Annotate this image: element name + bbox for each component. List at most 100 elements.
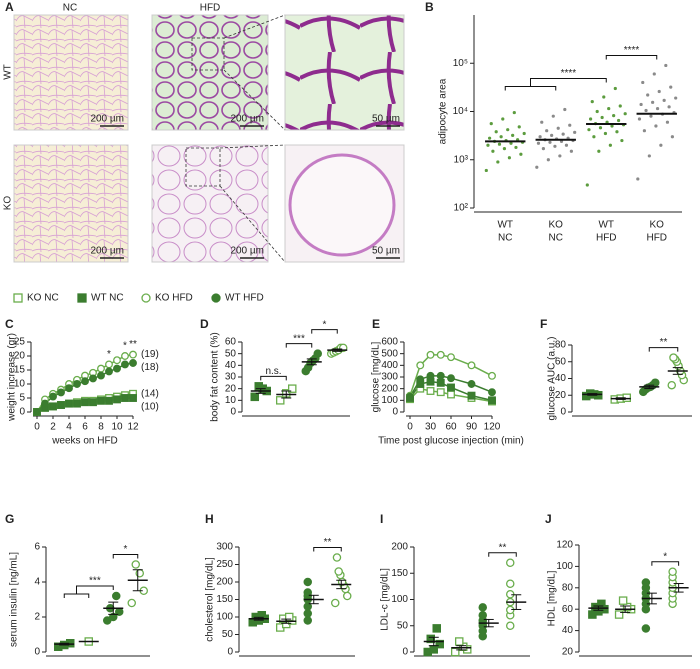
y-axis-label: glucose [mg/dL]: [371, 341, 382, 412]
marker-square: [447, 390, 455, 399]
marker-circle: [426, 350, 435, 359]
significance-bracket: [285, 343, 313, 348]
y-axis-label: HDL [mg/dL]: [547, 570, 558, 626]
marker-circle: [505, 621, 515, 631]
marker-circle: [665, 120, 670, 124]
marker-square: [113, 395, 121, 404]
marker-square: [447, 383, 455, 392]
significance-bracket: [112, 554, 139, 559]
marker-circle: [313, 349, 322, 358]
marker-circle: [342, 591, 352, 601]
marker-circle: [467, 380, 476, 388]
y-tick-label: 100: [381, 395, 398, 406]
marker-circle: [541, 147, 545, 151]
x-tick-label: KO: [549, 220, 564, 231]
y-tick-label: 0: [402, 647, 408, 658]
x-tick-label: 90: [466, 422, 478, 433]
column-label: NC: [63, 3, 77, 14]
x-tick-label: 10: [111, 422, 123, 433]
marker-circle: [426, 371, 435, 380]
marker-circle: [105, 360, 113, 369]
y-axis-label: serum insulin [ng/mL]: [9, 552, 20, 647]
marker-circle: [667, 105, 671, 109]
scale-bar-label: 200 µm: [230, 114, 264, 125]
y-tick-label: 40: [225, 360, 237, 371]
marker-circle: [655, 106, 660, 111]
y-tick-label: 0: [230, 407, 236, 418]
legend-label: WT HFD: [225, 293, 264, 304]
marker-circle: [597, 149, 601, 153]
marker-circle: [595, 109, 599, 114]
marker-circle: [662, 98, 666, 102]
marker-circle: [600, 115, 604, 120]
marker-circle: [303, 588, 312, 597]
marker-circle: [436, 371, 445, 380]
y-tick-label: 400: [381, 360, 398, 371]
marker-circle: [636, 177, 640, 181]
marker-circle: [612, 114, 616, 118]
y-tick-label: 100: [556, 561, 573, 572]
histology-image: [13, 14, 129, 131]
marker-circle: [667, 380, 677, 390]
panel-label: I: [380, 512, 383, 526]
marker-circle: [553, 144, 557, 148]
marker-circle: [613, 86, 617, 91]
significance-label: *: [663, 551, 667, 562]
y-tick-label: 2: [34, 612, 40, 623]
y-tick-label: 10³: [454, 154, 469, 165]
marker-square: [77, 293, 87, 303]
significance-label: **: [499, 542, 507, 553]
y-tick-label: 200: [216, 577, 233, 588]
x-tick-label: NC: [498, 233, 512, 244]
scale-bar-label: 200 µm: [230, 246, 264, 257]
marker-circle: [664, 63, 668, 68]
marker-circle: [416, 375, 425, 384]
x-tick-label: 60: [445, 422, 457, 433]
y-tick-label: 80: [562, 582, 574, 593]
marker-circle: [436, 350, 445, 359]
marker-circle: [573, 130, 577, 134]
marker-circle: [647, 154, 651, 158]
y-axis-label: cholesterol [mg/dL]: [205, 557, 216, 642]
marker-square: [254, 382, 263, 391]
marker-circle: [639, 102, 643, 107]
marker-circle: [598, 126, 603, 130]
y-tick-label: 50: [225, 348, 237, 359]
x-tick-label: 0: [34, 422, 40, 433]
marker-square: [73, 399, 81, 408]
y-tick-label: 20: [225, 383, 237, 394]
marker-circle: [509, 141, 513, 145]
marker-circle: [615, 130, 619, 134]
marker-circle: [105, 367, 113, 376]
y-tick-label: 15: [14, 365, 26, 376]
panel-label: A: [5, 0, 14, 14]
marker-circle: [406, 392, 414, 401]
marker-circle: [618, 104, 622, 108]
x-tick-label: HFD: [646, 233, 667, 244]
marker-circle: [497, 142, 502, 146]
marker-circle: [512, 110, 516, 115]
significance-label: *: [124, 544, 128, 555]
x-tick-label: 120: [484, 422, 501, 433]
marker-circle: [551, 114, 555, 118]
zoom-lines: [219, 144, 286, 263]
marker-circle: [603, 131, 608, 136]
marker-circle: [587, 128, 591, 132]
marker-circle: [642, 129, 646, 133]
marker-circle: [73, 380, 81, 388]
marker-circle: [141, 293, 151, 303]
x-tick-label: NC: [549, 233, 563, 244]
marker-circle: [514, 145, 518, 150]
marker-square: [105, 396, 113, 405]
marker-circle: [486, 143, 490, 147]
y-tick-label: 60: [562, 604, 574, 615]
marker-circle: [334, 567, 343, 576]
marker-square: [81, 398, 89, 407]
x-tick-label: 0: [407, 422, 413, 433]
y-tick-label: 50: [222, 629, 234, 640]
y-tick-label: 5: [19, 393, 25, 404]
marker-circle: [113, 364, 121, 373]
significance-bracket: [63, 585, 114, 598]
marker-square: [49, 402, 57, 411]
marker-circle: [113, 356, 121, 365]
